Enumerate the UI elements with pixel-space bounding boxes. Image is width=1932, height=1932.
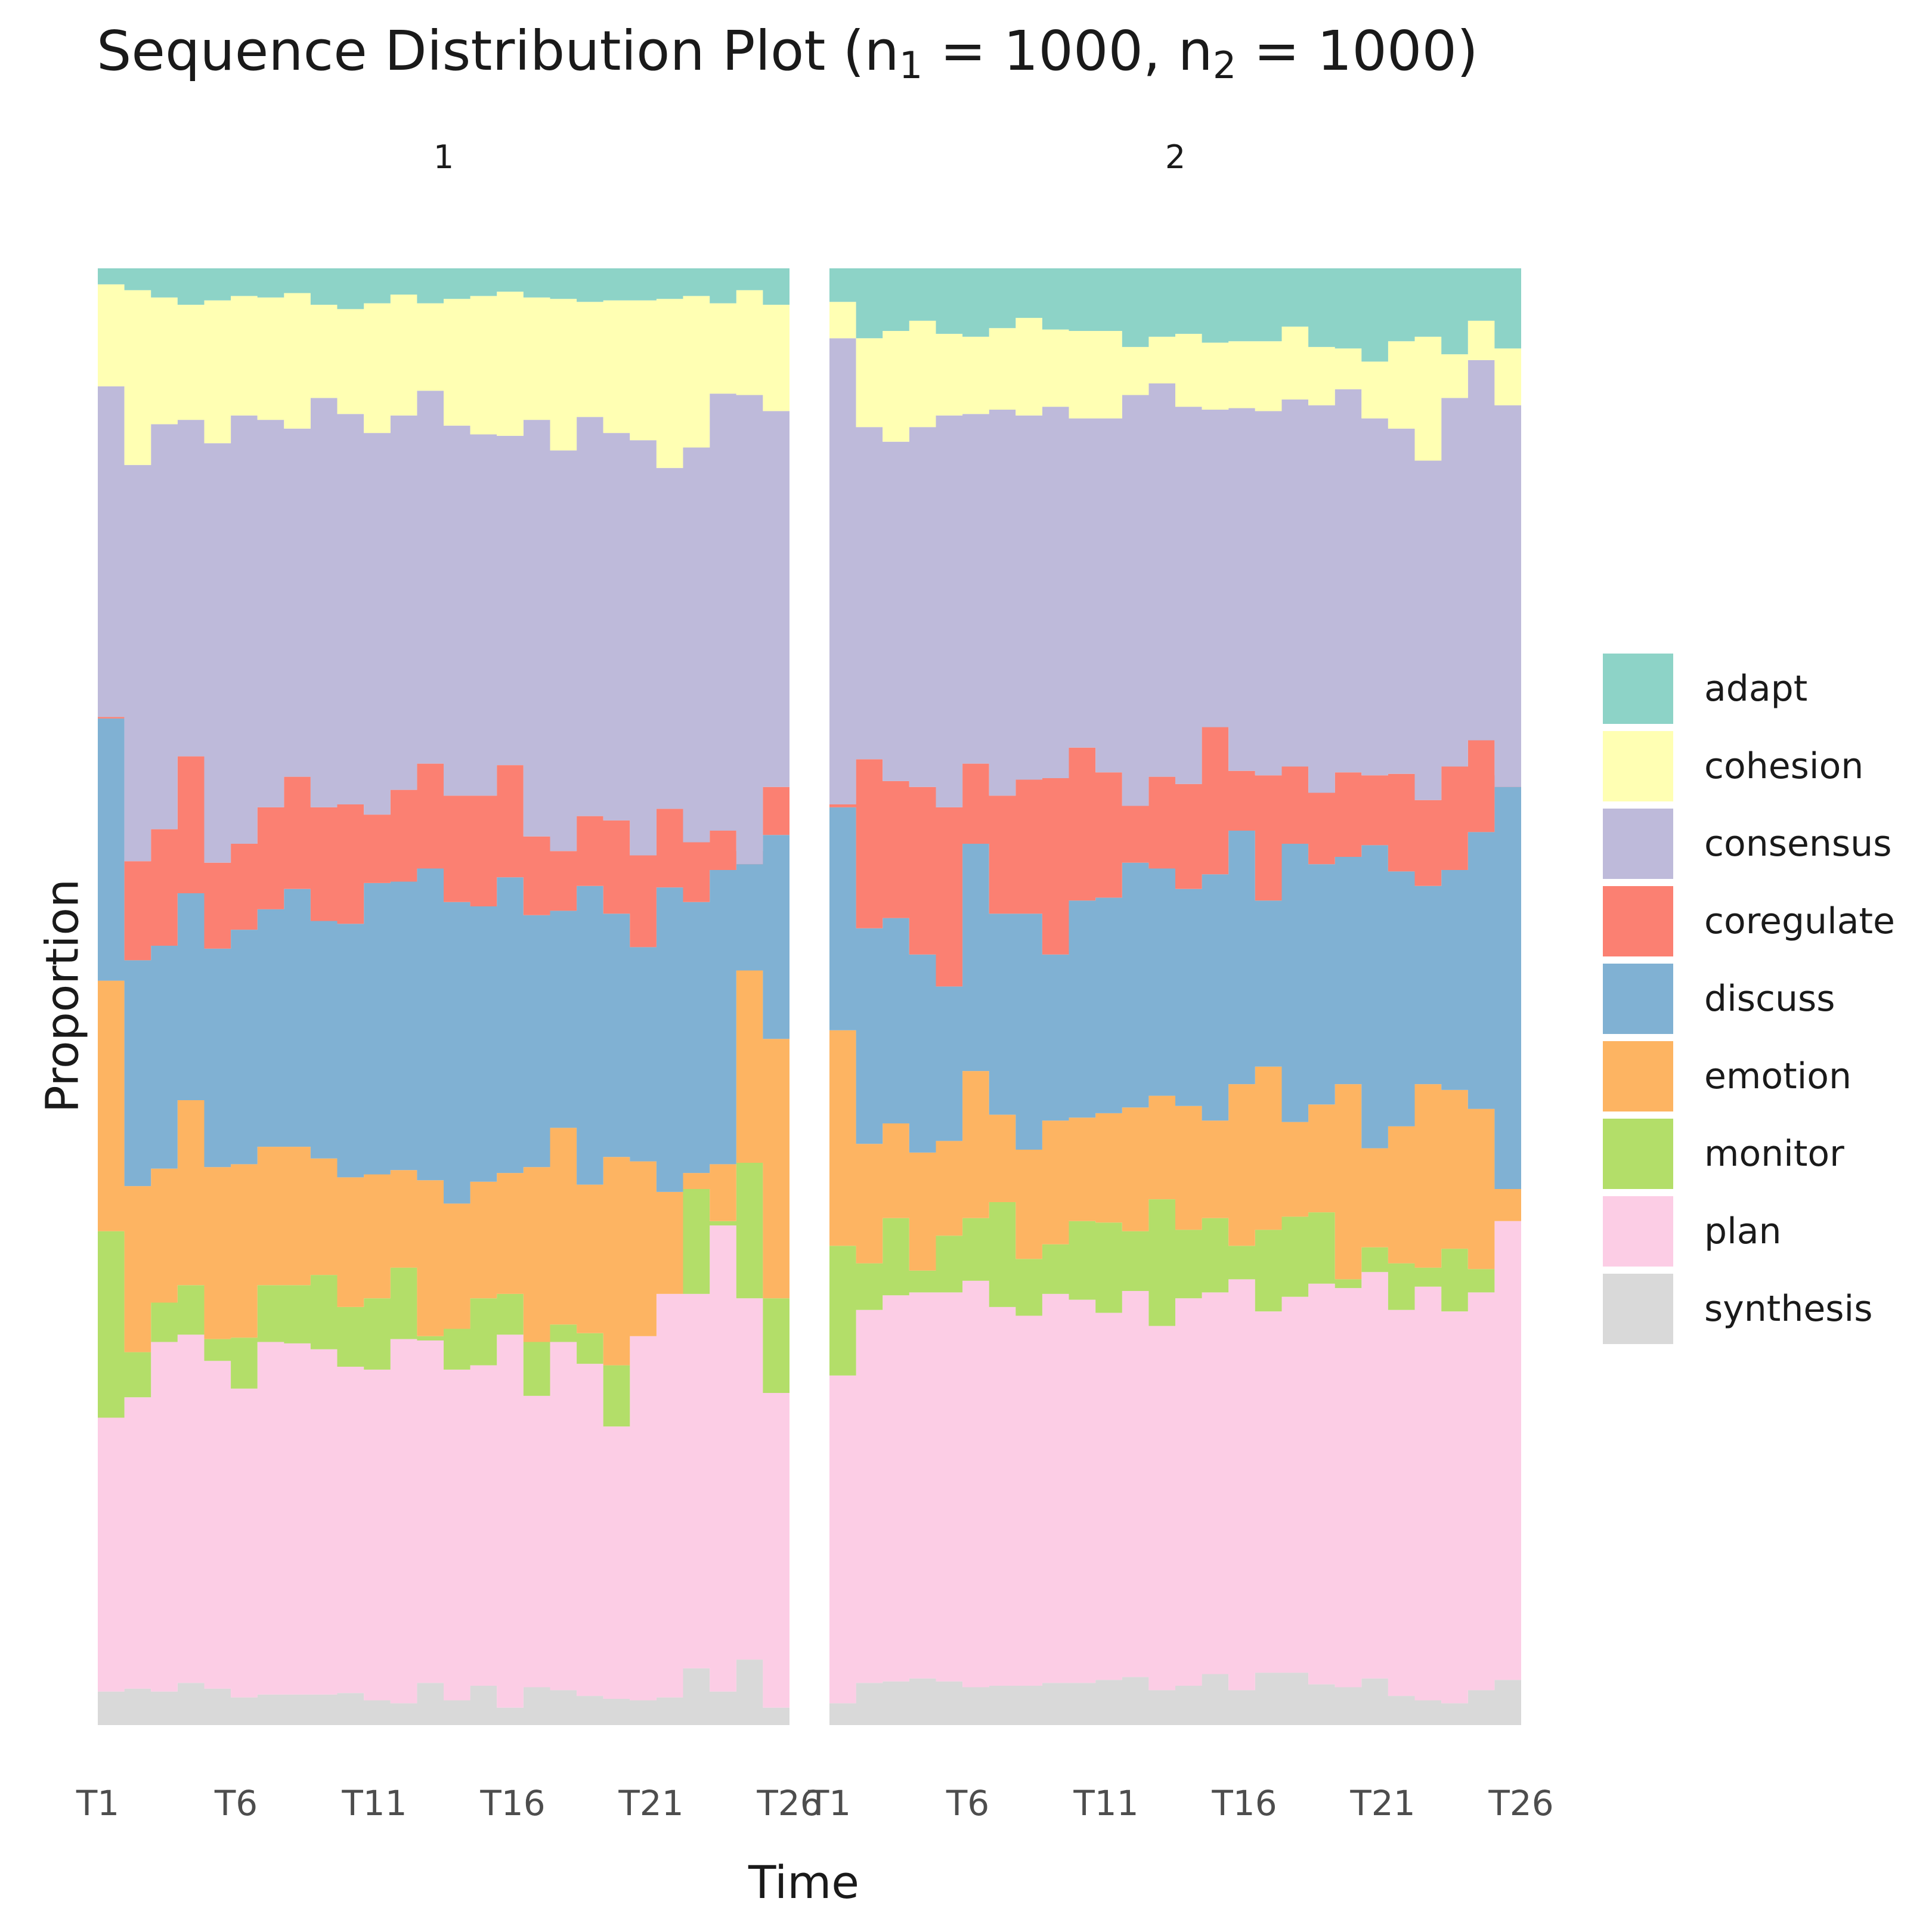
legend-label-plan: plan: [1704, 1210, 1782, 1252]
panel-1-x-tick-T26: T26: [756, 1783, 822, 1823]
panel-1-area-plan: [98, 1225, 789, 1708]
legend-key-adapt: [1603, 654, 1673, 724]
legend-item-emotion: emotion: [1603, 1038, 1895, 1115]
panel-1-x-tick-T21: T21: [618, 1783, 683, 1823]
legend-item-synthesis: synthesis: [1603, 1270, 1895, 1348]
panel-2-area-synthesis: [829, 1673, 1521, 1725]
legend-label-cohesion: cohesion: [1704, 745, 1864, 787]
legend-label-coregulate: coregulate: [1704, 900, 1895, 942]
panel-1-x-tick-T11: T11: [341, 1783, 407, 1823]
panel-2-x-tick-T1: T1: [807, 1783, 851, 1823]
panel-1-area-consensus: [98, 386, 789, 865]
panel-2-x-tick-T6: T6: [946, 1783, 989, 1823]
legend-key-synthesis: [1603, 1274, 1673, 1344]
legend-item-discuss: discuss: [1603, 960, 1895, 1038]
panel-2-area-adapt: [829, 268, 1521, 362]
panel-2-x-tick-T16: T16: [1211, 1783, 1277, 1823]
panel-1-area-emotion: [98, 970, 789, 1366]
legend-key-emotion: [1603, 1041, 1673, 1111]
panel-2-area-cohesion: [829, 302, 1521, 461]
chart-title: Sequence Distribution Plot (n1 = 1000, n…: [97, 19, 1478, 87]
legend-item-coregulate: coregulate: [1603, 883, 1895, 960]
legend-label-consensus: consensus: [1704, 823, 1892, 865]
panel-1-x-tick-T16: T16: [479, 1783, 545, 1823]
legend-item-plan: plan: [1603, 1193, 1895, 1270]
legend-key-discuss: [1603, 964, 1673, 1034]
y-axis-label: Proportion: [35, 878, 89, 1113]
panel-2-strip-label: 2: [1165, 138, 1186, 176]
legend-item-cohesion: cohesion: [1603, 727, 1895, 805]
legend-item-consensus: consensus: [1603, 805, 1895, 883]
legend-label-monitor: monitor: [1704, 1133, 1844, 1175]
panel-2-area-discuss: [829, 775, 1521, 1189]
panel-1-area-coregulate: [98, 717, 789, 961]
x-axis-label: Time: [748, 1856, 859, 1909]
legend-item-monitor: monitor: [1603, 1115, 1895, 1193]
panel-2-x-tick-T26: T26: [1488, 1783, 1553, 1823]
legend-label-emotion: emotion: [1704, 1055, 1852, 1097]
panel-2-area-emotion: [829, 1030, 1521, 1280]
panel-1-x-tick-T1: T1: [76, 1783, 119, 1823]
legend-key-monitor: [1603, 1119, 1673, 1189]
panel-1-strip-label: 1: [433, 138, 454, 176]
panel-1-area-cohesion: [98, 284, 789, 468]
legend: adapt cohesion consensus coregulate discuss e…: [1603, 650, 1895, 1348]
panel-2-area-coregulate: [829, 727, 1521, 987]
legend-label-synthesis: synthesis: [1704, 1288, 1873, 1330]
legend-key-consensus: [1603, 809, 1673, 879]
panel-2-x-tick-T11: T11: [1073, 1783, 1138, 1823]
legend-key-cohesion: [1603, 731, 1673, 801]
panel-1-x-tick-T6: T6: [214, 1783, 258, 1823]
legend-label-discuss: discuss: [1704, 978, 1835, 1020]
legend-item-adapt: adapt: [1603, 650, 1895, 727]
panel-1-area-discuss: [98, 718, 789, 1204]
panel-2-area-monitor: [829, 1199, 1521, 1376]
panel-2-area-plan: [829, 1221, 1521, 1704]
panel-2-area-consensus: [829, 338, 1521, 807]
legend-key-coregulate: [1603, 886, 1673, 956]
panel-2-x-tick-T21: T21: [1349, 1783, 1415, 1823]
legend-key-plan: [1603, 1196, 1673, 1267]
legend-label-adapt: adapt: [1704, 668, 1808, 710]
panel-1-area-adapt: [98, 268, 789, 309]
